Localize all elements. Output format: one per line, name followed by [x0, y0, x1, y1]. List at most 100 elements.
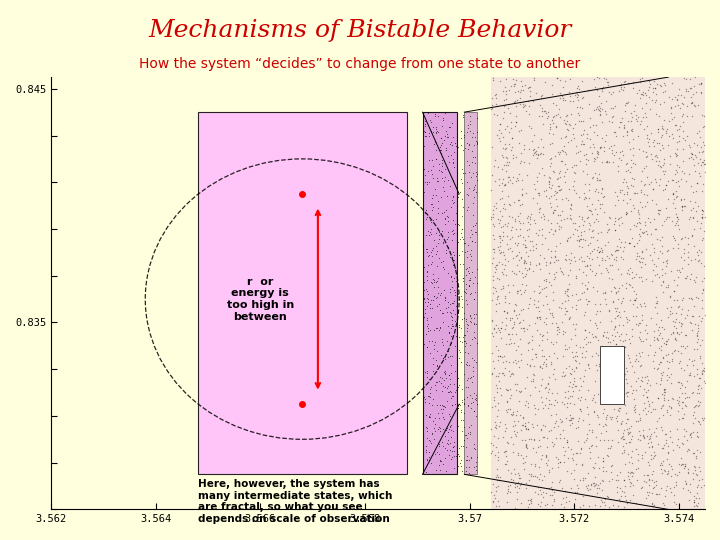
Point [427, 274, 438, 283]
Point [448, 331, 459, 340]
Point [437, 381, 449, 390]
Point [530, 303, 541, 312]
Point [652, 364, 663, 373]
Point [611, 476, 622, 485]
Point [654, 489, 665, 498]
Point [514, 481, 526, 489]
Point [599, 501, 611, 509]
Point [491, 384, 503, 393]
Point [515, 387, 526, 395]
Point [620, 389, 631, 398]
Point [598, 330, 609, 339]
Point [425, 247, 436, 256]
Point [437, 318, 449, 326]
Point [421, 287, 433, 295]
Point [586, 174, 598, 183]
Point [431, 154, 442, 163]
Point [583, 225, 595, 233]
Point [517, 272, 528, 281]
Point [590, 320, 601, 329]
Point [654, 357, 665, 366]
Point [667, 316, 678, 325]
Point [649, 490, 661, 498]
Point [656, 265, 667, 273]
Point [582, 212, 594, 221]
Point [616, 186, 627, 194]
Point [592, 389, 603, 398]
Point [541, 434, 553, 442]
Point [584, 123, 595, 132]
Point [595, 269, 607, 278]
Point [540, 186, 552, 195]
Point [457, 333, 469, 341]
Point [533, 289, 544, 298]
Point [465, 421, 477, 430]
Point [436, 162, 448, 171]
Point [677, 484, 688, 492]
Point [654, 162, 665, 171]
Point [550, 195, 562, 204]
Point [442, 321, 454, 330]
Point [546, 358, 557, 367]
Point [471, 140, 482, 149]
Point [559, 447, 571, 456]
Point [434, 323, 446, 332]
Point [642, 392, 653, 401]
Point [698, 414, 710, 422]
Point [619, 237, 631, 246]
Point [657, 410, 669, 419]
Point [493, 326, 505, 334]
Point [522, 252, 534, 260]
Point [664, 292, 675, 300]
Point [422, 248, 433, 256]
Point [647, 483, 659, 492]
Point [618, 446, 630, 454]
Point [433, 228, 444, 237]
Point [677, 342, 688, 351]
Point [454, 336, 466, 345]
Point [430, 242, 441, 251]
Point [462, 374, 474, 383]
Point [552, 422, 564, 430]
Point [448, 438, 459, 447]
Point [562, 399, 573, 407]
Point [694, 354, 706, 362]
Point [454, 322, 465, 331]
Point [659, 159, 670, 167]
Point [621, 379, 633, 388]
Point [534, 288, 546, 296]
Point [596, 248, 608, 256]
Point [461, 376, 472, 384]
Point [508, 318, 519, 326]
Point [446, 322, 457, 330]
Point [593, 217, 604, 226]
Point [515, 474, 526, 482]
Point [630, 499, 642, 508]
Point [646, 499, 657, 508]
Point [604, 443, 616, 452]
Point [576, 278, 588, 287]
Point [546, 90, 558, 98]
Point [518, 324, 529, 333]
Point [421, 294, 433, 302]
Point [686, 230, 698, 239]
Point [420, 206, 432, 214]
Point [624, 225, 636, 233]
Point [662, 481, 673, 490]
Point [493, 501, 505, 510]
Point [621, 127, 632, 136]
Point [511, 407, 523, 416]
Point [490, 381, 502, 389]
Point [610, 284, 621, 293]
Point [485, 215, 497, 224]
Point [618, 476, 630, 484]
Point [436, 289, 447, 298]
Point [523, 321, 535, 329]
Point [572, 147, 584, 156]
Point [658, 388, 670, 397]
Point [584, 454, 595, 462]
Point [489, 325, 500, 333]
Point [550, 417, 562, 426]
Point [606, 118, 618, 126]
Point [552, 322, 563, 331]
